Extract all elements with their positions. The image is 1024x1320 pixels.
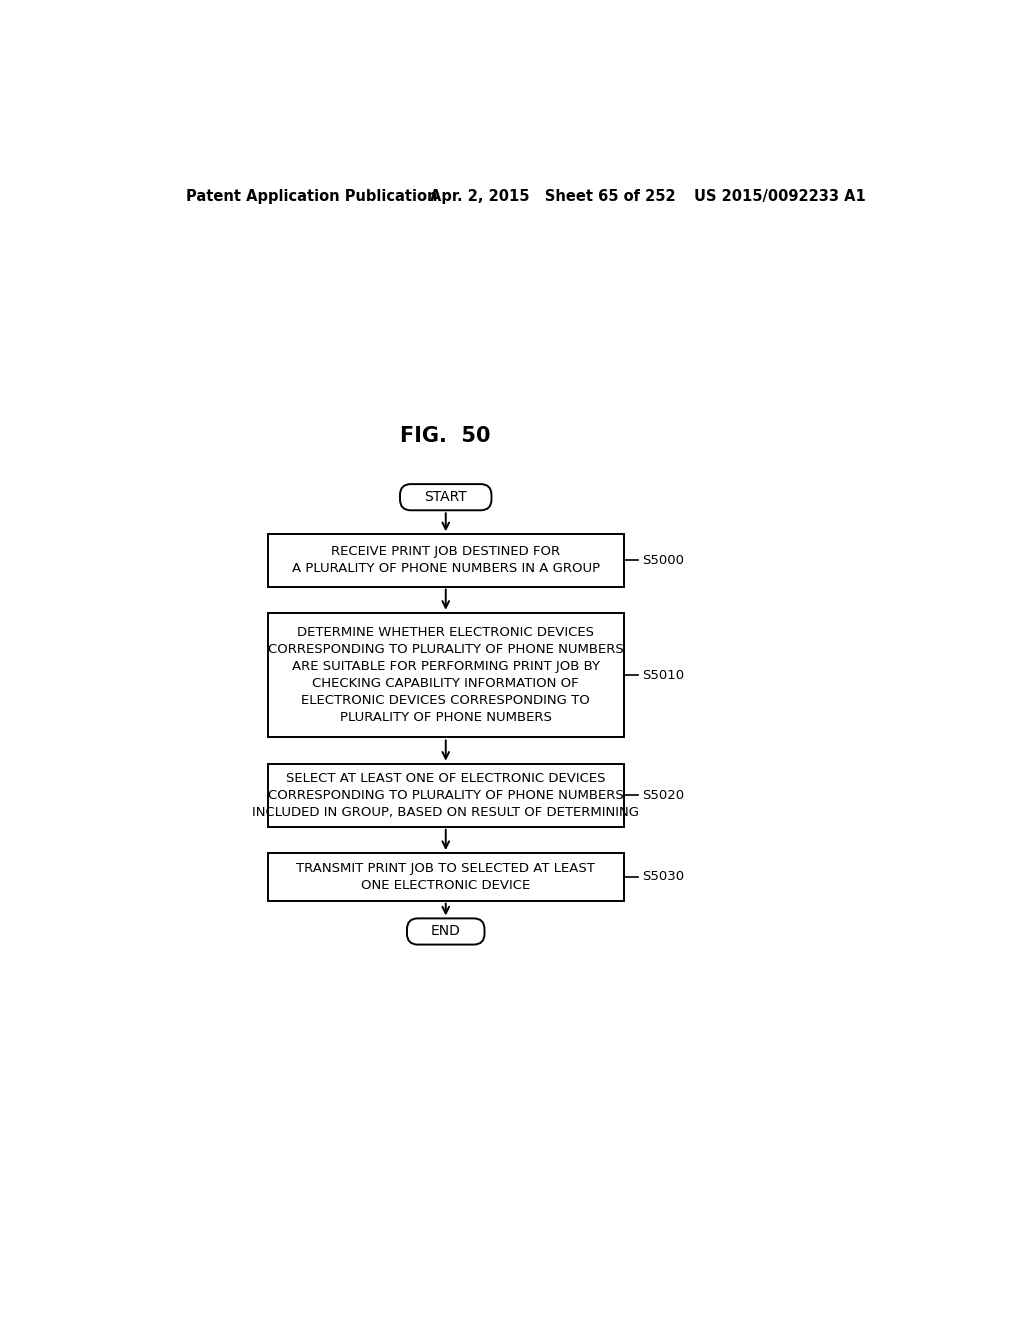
- Text: S5010: S5010: [642, 668, 684, 681]
- Text: RECEIVE PRINT JOB DESTINED FOR
A PLURALITY OF PHONE NUMBERS IN A GROUP: RECEIVE PRINT JOB DESTINED FOR A PLURALI…: [292, 545, 600, 576]
- Text: Apr. 2, 2015   Sheet 65 of 252: Apr. 2, 2015 Sheet 65 of 252: [430, 189, 676, 205]
- Bar: [267, 763, 624, 826]
- Text: Patent Application Publication: Patent Application Publication: [186, 189, 437, 205]
- Text: END: END: [431, 924, 461, 939]
- Text: US 2015/0092233 A1: US 2015/0092233 A1: [693, 189, 865, 205]
- FancyBboxPatch shape: [400, 484, 492, 511]
- Bar: [267, 535, 624, 586]
- Text: TRANSMIT PRINT JOB TO SELECTED AT LEAST
ONE ELECTRONIC DEVICE: TRANSMIT PRINT JOB TO SELECTED AT LEAST …: [296, 862, 595, 892]
- Bar: [267, 612, 624, 738]
- Bar: [267, 853, 624, 900]
- Text: SELECT AT LEAST ONE OF ELECTRONIC DEVICES
CORRESPONDING TO PLURALITY OF PHONE NU: SELECT AT LEAST ONE OF ELECTRONIC DEVICE…: [252, 772, 639, 818]
- FancyBboxPatch shape: [407, 919, 484, 945]
- Text: S5000: S5000: [642, 554, 684, 566]
- Text: S5020: S5020: [642, 788, 684, 801]
- Text: DETERMINE WHETHER ELECTRONIC DEVICES
CORRESPONDING TO PLURALITY OF PHONE NUMBERS: DETERMINE WHETHER ELECTRONIC DEVICES COR…: [268, 626, 624, 725]
- Text: S5030: S5030: [642, 870, 684, 883]
- Text: FIG.  50: FIG. 50: [400, 425, 490, 446]
- Text: START: START: [424, 490, 467, 504]
